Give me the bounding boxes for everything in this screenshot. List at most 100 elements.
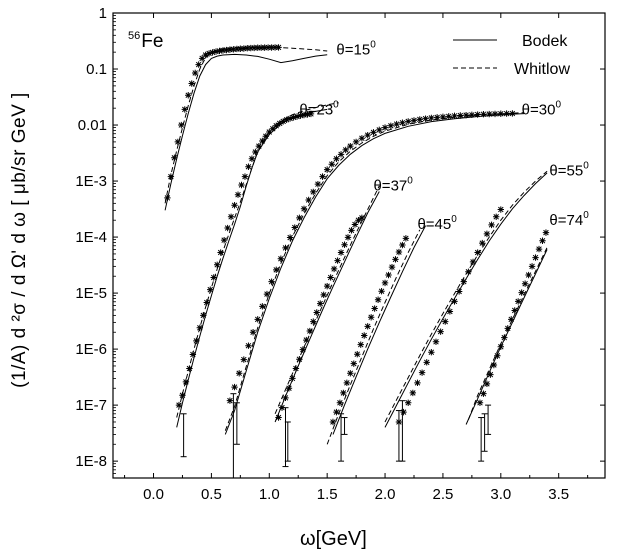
- y-axis-label: (1/A) d ²σ / d Ω' d ω [ μb/sr GeV ]: [9, 92, 30, 388]
- data-point: [279, 118, 287, 125]
- data-point: [433, 114, 441, 121]
- angle-label: θ=300: [522, 99, 562, 118]
- data-point: [370, 129, 377, 136]
- data-point: [245, 342, 252, 349]
- angle-label-degree: 0: [555, 99, 561, 110]
- data-point: [347, 142, 354, 150]
- data-point: [186, 365, 193, 372]
- y-tick-label: 0.01: [78, 117, 107, 134]
- data-point: [528, 263, 536, 270]
- data-point: [422, 115, 429, 122]
- angle-label: θ=450: [417, 214, 457, 233]
- data-point: [319, 173, 326, 180]
- data-point: [300, 205, 308, 212]
- data-point: [178, 121, 185, 129]
- data-point: [313, 309, 320, 316]
- data-point: [303, 336, 310, 344]
- data-point: [347, 370, 354, 377]
- data-point: [385, 271, 392, 279]
- whitlow-curve: [384, 170, 548, 423]
- data-point: [388, 263, 396, 271]
- legend-whitlow-label: Whitlow: [514, 61, 570, 78]
- data-point: [393, 120, 400, 128]
- data-point: [474, 249, 481, 256]
- data-point: [271, 44, 279, 51]
- data-point: [268, 44, 275, 51]
- data-point: [182, 378, 190, 386]
- data-point: [296, 214, 303, 222]
- data-point: [275, 414, 282, 421]
- data-point: [304, 111, 311, 118]
- data-point: [277, 255, 285, 262]
- angle-label-text: θ=45: [417, 216, 451, 233]
- data-point: [282, 394, 289, 402]
- data-point: [297, 112, 304, 119]
- data-point: [212, 48, 220, 55]
- data-point: [171, 154, 178, 162]
- data-point: [196, 324, 204, 332]
- data-point: [469, 258, 477, 266]
- data-point: [333, 408, 340, 416]
- data-point: [241, 173, 249, 180]
- angle-label-degree: 0: [583, 210, 589, 221]
- data-point: [300, 111, 308, 119]
- data-point: [486, 110, 493, 118]
- angle-label-degree: 0: [407, 175, 413, 186]
- data-point: [344, 234, 352, 241]
- data-point: [231, 383, 238, 391]
- data-point: [223, 46, 230, 54]
- data-point: [181, 106, 188, 113]
- data-point: [227, 213, 235, 221]
- angle-label-degree: 0: [583, 161, 589, 172]
- bodek-curve: [465, 249, 548, 425]
- data-point: [209, 49, 216, 56]
- data-point: [262, 133, 270, 140]
- y-tick-label: 1E-6: [75, 341, 107, 358]
- data-point: [286, 234, 294, 241]
- data-point: [210, 274, 217, 281]
- data-point: [414, 379, 421, 387]
- y-tick-label: 1: [99, 5, 107, 22]
- nucleus-label: 56Fe: [128, 30, 163, 53]
- data-point: [179, 392, 186, 399]
- axis-ticks: 0.0 0.5 1.0 1.5 2.0 2.5 3.0 3.5 1E-8 1E-7 1E-6 1E-5…: [75, 5, 605, 503]
- data-point: [468, 111, 476, 119]
- bodek-curve: [164, 53, 328, 211]
- y-tick-label: 1E-3: [75, 173, 107, 190]
- data-point: [282, 244, 289, 252]
- data-point: [364, 323, 371, 330]
- data-point: [329, 418, 337, 426]
- data-point: [480, 390, 487, 397]
- angle-label-degree: 0: [370, 40, 376, 51]
- data-point: [299, 346, 307, 353]
- data-point: [442, 318, 449, 325]
- data-point: [355, 217, 362, 224]
- whitlow-curve: [326, 229, 421, 445]
- data-point: [423, 359, 430, 366]
- data-point: [251, 44, 258, 52]
- data-point: [451, 112, 458, 120]
- data-point: [278, 404, 286, 411]
- data-point: [268, 278, 275, 285]
- data-point: [174, 138, 182, 146]
- data-point: [337, 249, 345, 256]
- data-point: [249, 329, 257, 336]
- data-point: [503, 110, 510, 117]
- data-point: [491, 110, 499, 118]
- whitlow-curve: [176, 102, 339, 418]
- data-point: [289, 375, 296, 382]
- data-point: [446, 308, 454, 315]
- data-point: [418, 369, 426, 376]
- data-point: [259, 303, 266, 310]
- data-point: [252, 148, 259, 156]
- x-tick-label: 2.0: [375, 486, 396, 503]
- x-axis-label: ω[GeV]: [300, 528, 367, 550]
- data-point: [292, 365, 300, 372]
- data-point: [213, 261, 221, 268]
- data-point: [310, 188, 317, 196]
- angle-label: θ=230: [299, 99, 339, 118]
- data-point: [483, 380, 491, 388]
- data-point: [254, 44, 261, 51]
